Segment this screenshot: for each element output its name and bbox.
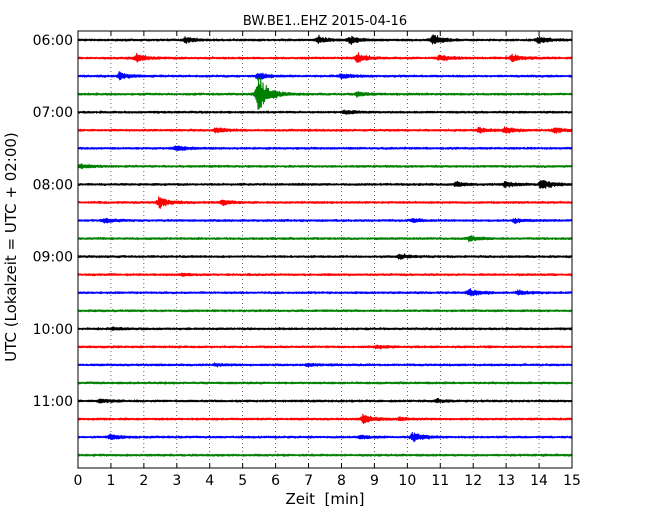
x-tick-label-5: 5: [238, 473, 247, 489]
trace-0700: [77, 109, 573, 115]
x-tick-label-1: 1: [106, 473, 115, 489]
trace-1145: [77, 453, 573, 457]
x-tick-label-14: 14: [530, 473, 548, 489]
x-tick-label-8: 8: [337, 473, 346, 489]
trace-0830: [77, 217, 573, 225]
x-axis-label: Zeit [min]: [285, 490, 364, 508]
trace-0815: [77, 196, 573, 209]
trace-1015: [77, 344, 573, 350]
trace-0915: [77, 272, 573, 277]
trace-0745: [77, 163, 573, 170]
trace-0715: [77, 126, 573, 134]
trace-0730: [77, 145, 573, 152]
x-tick-label-6: 6: [271, 473, 280, 489]
chart-title: BW.BE1..EHZ 2015-04-16: [243, 14, 407, 29]
x-tick-label-11: 11: [431, 473, 449, 489]
trace-1115: [77, 413, 573, 425]
trace-0630: [77, 71, 573, 81]
y-tick-label-0700: 07:00: [33, 105, 73, 121]
trace-0800: [77, 180, 573, 189]
trace-0900: [77, 253, 573, 260]
x-tick-label-15: 15: [563, 473, 581, 489]
x-tick-label-12: 12: [464, 473, 482, 489]
trace-0645: [77, 77, 573, 111]
x-tick-label-7: 7: [304, 473, 313, 489]
trace-0845: [77, 235, 573, 243]
x-tick-label-2: 2: [139, 473, 148, 489]
grid-lines: [110, 31, 540, 468]
x-tick-label-10: 10: [398, 473, 416, 489]
tick-marks: [77, 31, 573, 468]
y-tick-label-0900: 09:00: [33, 250, 73, 266]
x-tick-label-9: 9: [370, 473, 379, 489]
trace-0615: [77, 52, 573, 63]
trace-1030: [77, 362, 573, 368]
trace-1130: [77, 431, 573, 443]
trace-1000: [77, 326, 573, 332]
trace-0600: [77, 34, 573, 45]
x-tick-label-0: 0: [74, 473, 83, 489]
trace-0930: [77, 288, 573, 297]
x-tick-label-13: 13: [497, 473, 515, 489]
y-tick-label-0800: 08:00: [33, 177, 73, 193]
y-tick-label-0600: 06:00: [33, 33, 73, 49]
y-tick-labels: 06:00 07:00 08:00 09:00 10:00 11:00: [33, 33, 73, 410]
trace-0945: [77, 309, 573, 313]
traces: [77, 34, 573, 457]
x-tick-labels: 0 1 2 3 4 5 6 7 8 9 10 11 12 13 14 15: [74, 473, 581, 489]
trace-1100: [77, 398, 573, 404]
plot-frame: [77, 30, 573, 469]
y-tick-label-1100: 11:00: [33, 394, 73, 410]
x-tick-label-3: 3: [172, 473, 181, 489]
y-axis-label: UTC (Lokalzeit = UTC + 02:00): [2, 132, 20, 362]
x-tick-label-4: 4: [205, 473, 214, 489]
trace-1045: [77, 381, 573, 385]
y-tick-label-1000: 10:00: [33, 322, 73, 338]
